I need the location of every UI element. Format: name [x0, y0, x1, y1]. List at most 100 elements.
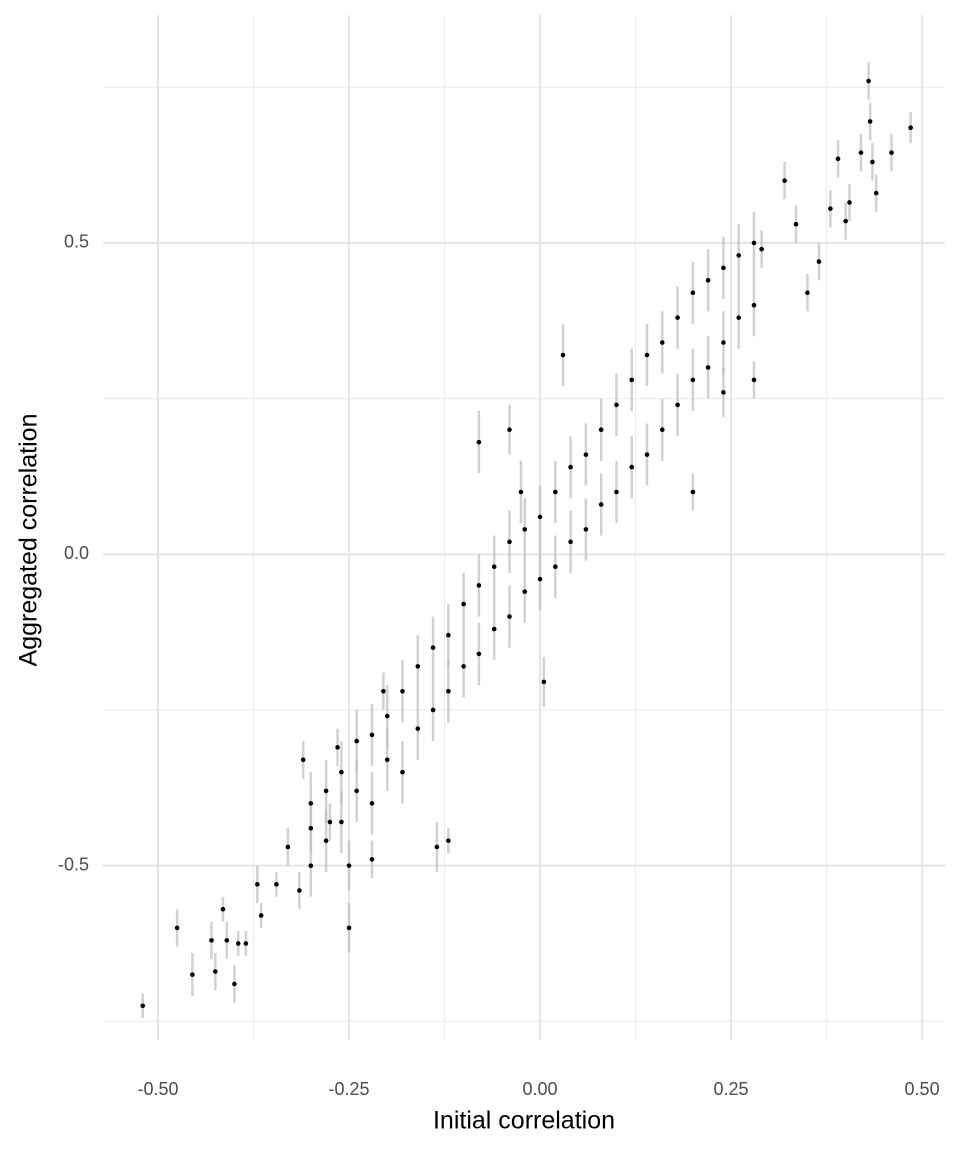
point: [736, 253, 742, 258]
y-tick-label: 0.5: [64, 232, 89, 252]
point: [644, 352, 650, 358]
x-tick-label: 0.25: [714, 1079, 749, 1099]
point: [721, 340, 726, 345]
point: [507, 539, 512, 545]
point: [354, 738, 359, 744]
point: [235, 941, 241, 946]
point: [782, 178, 787, 183]
point: [209, 938, 214, 943]
point: [491, 564, 497, 570]
point: [323, 788, 329, 794]
point: [400, 688, 405, 694]
point: [721, 265, 726, 271]
point: [323, 838, 329, 844]
point: [400, 769, 405, 775]
point: [507, 614, 512, 619]
point: [430, 707, 436, 713]
point: [793, 221, 799, 227]
point: [415, 726, 421, 731]
point: [644, 452, 650, 457]
point: [835, 156, 841, 162]
point: [255, 882, 260, 887]
point: [339, 819, 344, 825]
point: [705, 277, 711, 283]
point: [476, 651, 482, 657]
point: [190, 972, 195, 977]
point: [220, 906, 226, 912]
point: [461, 601, 466, 607]
x-axis-title: Initial correlation: [433, 1107, 615, 1135]
point: [522, 527, 528, 532]
point: [816, 259, 822, 264]
point: [491, 626, 497, 632]
point: [174, 925, 180, 931]
point: [140, 1003, 146, 1009]
point: [446, 688, 451, 694]
x-tick-label: -0.25: [329, 1079, 370, 1099]
point: [598, 427, 604, 433]
point: [339, 769, 344, 775]
point: [867, 119, 873, 124]
point: [847, 200, 852, 205]
point: [908, 125, 913, 131]
point: [354, 788, 359, 794]
y-axis-title: Aggregated correlation: [15, 414, 43, 667]
point: [675, 315, 680, 320]
point: [675, 402, 680, 408]
point: [369, 857, 375, 862]
point: [736, 315, 742, 320]
point: [476, 583, 482, 588]
point: [308, 863, 314, 868]
point: [870, 159, 875, 165]
point: [507, 427, 512, 433]
point: [598, 502, 604, 507]
point: [553, 564, 558, 570]
point: [446, 632, 451, 638]
point: [629, 464, 635, 470]
point: [843, 218, 848, 224]
point: [751, 377, 757, 383]
point: [232, 981, 237, 987]
point: [274, 882, 279, 887]
point: [224, 938, 230, 943]
point: [568, 464, 573, 470]
point: [346, 863, 352, 868]
point: [308, 825, 314, 831]
point: [518, 489, 524, 495]
point: [583, 527, 589, 532]
point: [243, 941, 249, 946]
x-tick-label: 0.00: [523, 1079, 558, 1099]
point: [705, 365, 711, 370]
point: [568, 539, 573, 545]
point: [690, 489, 696, 495]
point: [297, 888, 302, 893]
point: [384, 757, 390, 763]
point: [553, 489, 558, 495]
x-tick-label: 0.50: [905, 1079, 940, 1099]
point: [285, 844, 291, 850]
point: [415, 664, 421, 669]
point: [614, 489, 619, 495]
point: [522, 589, 528, 594]
point: [889, 150, 894, 155]
point: [759, 246, 764, 252]
point: [369, 732, 375, 738]
point: [614, 402, 619, 408]
point: [583, 452, 589, 457]
point: [690, 290, 696, 296]
point: [327, 819, 333, 825]
point: [213, 969, 218, 974]
point: [300, 757, 306, 763]
y-tick-label: 0.0: [64, 543, 89, 563]
point: [721, 390, 726, 395]
point: [369, 801, 375, 806]
point: [258, 913, 264, 918]
point: [690, 377, 696, 383]
point: [751, 302, 757, 308]
point: [476, 439, 482, 445]
point: [805, 290, 810, 296]
point: [866, 78, 871, 84]
point: [560, 352, 566, 358]
point: [541, 679, 547, 685]
